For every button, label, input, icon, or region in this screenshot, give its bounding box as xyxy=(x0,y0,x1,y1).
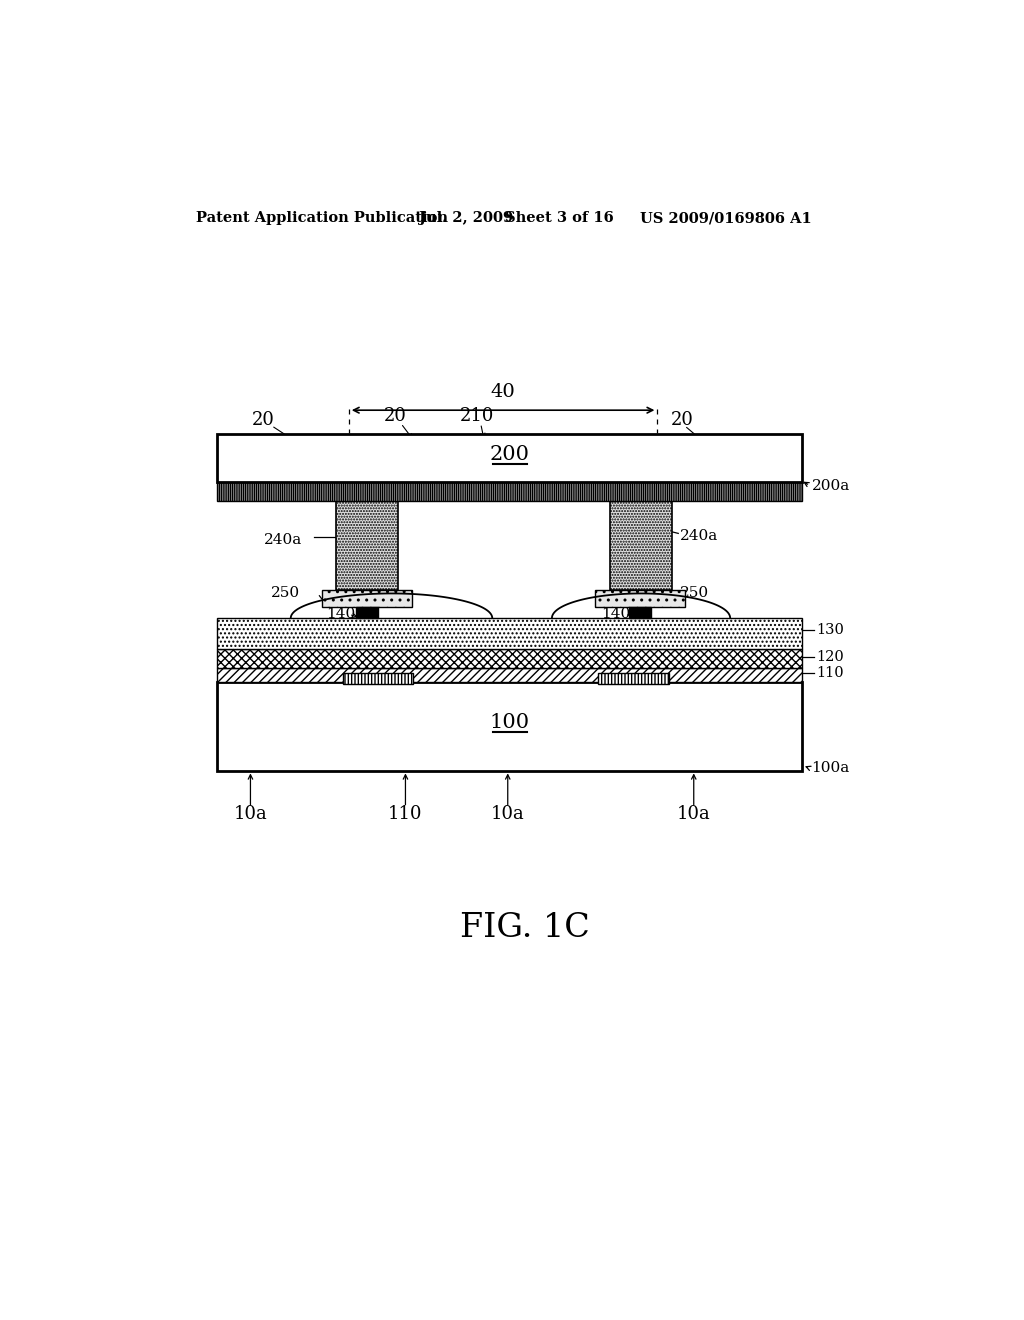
Text: 10a: 10a xyxy=(233,805,267,824)
Text: Sheet 3 of 16: Sheet 3 of 16 xyxy=(506,211,614,226)
Bar xyxy=(598,673,669,684)
Bar xyxy=(343,673,414,684)
Bar xyxy=(217,682,802,771)
Bar xyxy=(336,502,397,590)
Text: 200a: 200a xyxy=(812,479,850,492)
Text: 20: 20 xyxy=(384,408,407,425)
Bar xyxy=(595,590,685,607)
Text: 140: 140 xyxy=(326,607,355,622)
Text: 200: 200 xyxy=(489,445,529,465)
Bar xyxy=(356,607,378,618)
Bar xyxy=(217,618,802,649)
Bar xyxy=(322,590,412,607)
Text: 20: 20 xyxy=(252,412,274,429)
Text: 130: 130 xyxy=(816,623,844,638)
Text: 250: 250 xyxy=(680,586,709,599)
Text: 210: 210 xyxy=(460,408,494,425)
Text: 110: 110 xyxy=(388,805,423,824)
Text: Patent Application Publication: Patent Application Publication xyxy=(197,211,449,226)
Text: 10a: 10a xyxy=(490,805,524,824)
Text: Jul. 2, 2009: Jul. 2, 2009 xyxy=(419,211,513,226)
Bar xyxy=(217,482,802,502)
Text: 100a: 100a xyxy=(812,762,850,775)
Text: 10a: 10a xyxy=(677,805,711,824)
Text: 250: 250 xyxy=(271,586,300,599)
Bar xyxy=(217,668,802,682)
Text: 240a: 240a xyxy=(680,529,718,543)
Text: 140: 140 xyxy=(601,607,630,622)
Bar xyxy=(217,649,802,668)
Text: 110: 110 xyxy=(816,665,844,680)
Text: US 2009/0169806 A1: US 2009/0169806 A1 xyxy=(640,211,811,226)
Bar xyxy=(630,607,651,618)
Text: FIG. 1C: FIG. 1C xyxy=(460,912,590,944)
Text: 120: 120 xyxy=(816,651,844,664)
Bar xyxy=(610,502,672,590)
Text: 40: 40 xyxy=(490,383,515,401)
Text: 240a: 240a xyxy=(263,532,302,546)
Text: 100: 100 xyxy=(489,713,529,731)
Text: 20: 20 xyxy=(671,412,693,429)
Bar xyxy=(217,434,802,482)
